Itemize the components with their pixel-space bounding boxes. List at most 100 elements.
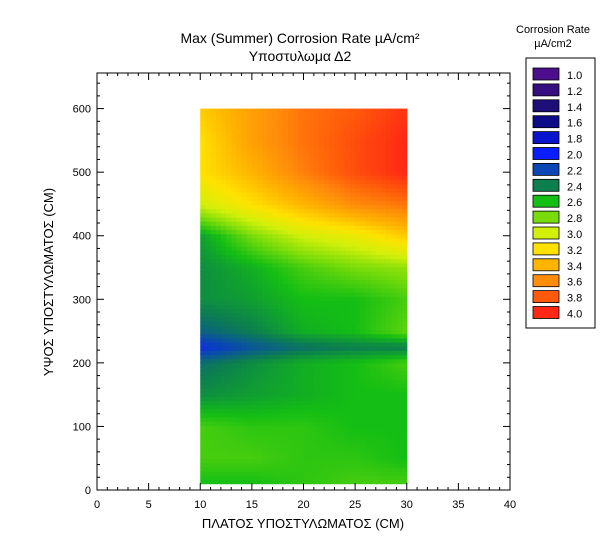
heatmap-cell: [236, 454, 243, 460]
heatmap-cell: [339, 446, 346, 451]
heatmap-cell: [329, 137, 336, 143]
heatmap-cell: [370, 358, 377, 364]
heatmap-cell: [355, 433, 361, 439]
heatmap-cell: [205, 429, 212, 435]
heatmap-cell: [200, 379, 207, 385]
x-tick-label: 40: [504, 499, 516, 511]
heatmap-cell: [262, 191, 268, 197]
heatmap-cell: [251, 450, 258, 456]
heatmap-cell: [339, 254, 346, 260]
heatmap-cell: [308, 321, 315, 326]
heatmap-cell: [251, 229, 258, 235]
heatmap-cell: [360, 208, 367, 214]
heatmap-cell: [277, 187, 284, 193]
heatmap-cell: [205, 279, 212, 285]
heatmap-cell: [215, 166, 222, 172]
heatmap-cell: [324, 421, 330, 426]
heatmap-cell: [313, 166, 320, 172]
heatmap-cell: [375, 296, 382, 301]
heatmap-cell: [205, 133, 212, 139]
heatmap-cell: [339, 433, 346, 439]
heatmap-cell: [329, 208, 336, 214]
heatmap-cell: [226, 416, 232, 422]
heatmap-cell: [401, 458, 408, 464]
heatmap-cell: [329, 121, 336, 126]
heatmap-cell: [380, 208, 387, 214]
heatmap-cell: [272, 112, 279, 118]
heatmap-cell: [262, 421, 268, 426]
legend-label: 2.4: [567, 181, 582, 193]
heatmap-cell: [246, 146, 253, 151]
heatmap-cell: [220, 146, 227, 151]
heatmap-cell: [396, 337, 403, 343]
heatmap-cell: [308, 279, 315, 285]
heatmap-cell: [375, 433, 382, 439]
heatmap-cell: [200, 208, 207, 214]
heatmap-cell: [303, 291, 310, 297]
heatmap-cell: [329, 175, 336, 181]
heatmap-cell: [303, 125, 310, 131]
heatmap-cell: [349, 412, 356, 418]
heatmap-cell: [205, 258, 212, 264]
heatmap-cell: [329, 116, 336, 122]
heatmap-cell: [236, 404, 243, 410]
legend-units: µA/cm2: [534, 38, 572, 50]
heatmap-cell: [277, 412, 284, 418]
heatmap-cell: [308, 387, 315, 393]
heatmap-cell: [308, 404, 315, 410]
heatmap-cell: [303, 150, 310, 156]
heatmap-cell: [298, 166, 305, 172]
heatmap-cell: [257, 175, 263, 181]
heatmap-cell: [329, 233, 336, 239]
heatmap-cell: [282, 241, 289, 247]
heatmap-cell: [215, 171, 222, 176]
heatmap-cell: [282, 325, 289, 331]
heatmap-cell: [324, 400, 330, 406]
heatmap-cell: [236, 187, 243, 193]
heatmap-cell: [324, 446, 330, 451]
heatmap-cell: [267, 237, 274, 243]
heatmap-cell: [220, 466, 227, 472]
heatmap-cell: [210, 204, 217, 210]
heatmap-cell: [267, 454, 274, 460]
heatmap-cell: [257, 146, 263, 151]
heatmap-cell: [401, 408, 408, 414]
heatmap-cell: [370, 300, 377, 306]
heatmap-cell: [391, 337, 398, 343]
heatmap-cell: [241, 433, 248, 439]
heatmap-cell: [370, 471, 377, 476]
heatmap-cell: [344, 421, 351, 426]
heatmap-cell: [262, 354, 268, 360]
heatmap-cell: [396, 221, 403, 226]
heatmap-cell: [380, 429, 387, 435]
heatmap-cell: [231, 412, 237, 418]
heatmap-cell: [365, 321, 372, 326]
heatmap-cell: [324, 154, 330, 160]
heatmap-cell: [360, 462, 367, 468]
heatmap-cell: [282, 125, 289, 131]
heatmap-cell: [231, 179, 237, 185]
heatmap-cell: [210, 250, 217, 256]
heatmap-cell: [298, 454, 305, 460]
heatmap-cell: [226, 329, 232, 335]
heatmap-cell: [344, 479, 351, 485]
heatmap-cell: [257, 321, 263, 326]
heatmap-cell: [210, 304, 217, 310]
heatmap-cell: [360, 129, 367, 135]
heatmap-cell: [288, 283, 294, 289]
heatmap-cell: [370, 116, 377, 122]
heatmap-cell: [251, 183, 258, 189]
heatmap-cell: [277, 325, 284, 331]
heatmap-cell: [324, 321, 330, 326]
heatmap-cell: [272, 366, 279, 372]
heatmap-cell: [360, 325, 367, 331]
heatmap-cell: [401, 366, 408, 372]
heatmap-cell: [262, 379, 268, 385]
heatmap-cell: [298, 300, 305, 306]
heatmap-cell: [246, 446, 253, 451]
heatmap-cell: [231, 116, 237, 122]
heatmap-cell: [246, 216, 253, 222]
heatmap-cell: [288, 158, 294, 164]
heatmap-cell: [272, 304, 279, 310]
heatmap-cell: [257, 241, 263, 247]
